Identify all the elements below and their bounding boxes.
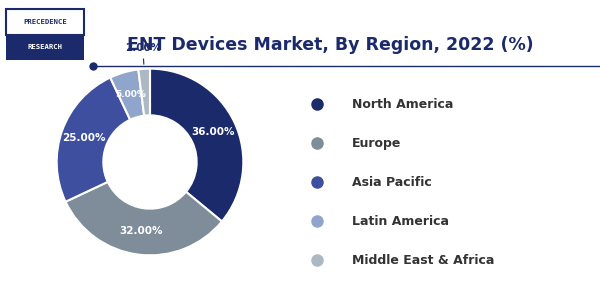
Text: 25.00%: 25.00% <box>62 133 106 143</box>
Text: Europe: Europe <box>352 137 401 150</box>
Text: Asia Pacific: Asia Pacific <box>352 176 431 189</box>
Text: 2.00%: 2.00% <box>125 44 161 64</box>
Wedge shape <box>150 69 244 221</box>
Wedge shape <box>56 77 130 202</box>
Wedge shape <box>110 69 144 120</box>
Text: 5.00%: 5.00% <box>115 90 146 99</box>
Text: North America: North America <box>352 98 453 111</box>
Text: Middle East & Africa: Middle East & Africa <box>352 254 494 267</box>
Text: 36.00%: 36.00% <box>191 127 235 137</box>
FancyBboxPatch shape <box>6 34 84 60</box>
Text: ENT Devices Market, By Region, 2022 (%): ENT Devices Market, By Region, 2022 (%) <box>127 36 533 54</box>
Wedge shape <box>65 182 222 255</box>
Wedge shape <box>139 69 150 116</box>
Text: 32.00%: 32.00% <box>119 226 163 236</box>
Text: PRECEDENCE: PRECEDENCE <box>23 19 67 25</box>
Text: Latin America: Latin America <box>352 215 449 228</box>
Text: RESEARCH: RESEARCH <box>28 44 62 50</box>
FancyBboxPatch shape <box>6 9 84 34</box>
